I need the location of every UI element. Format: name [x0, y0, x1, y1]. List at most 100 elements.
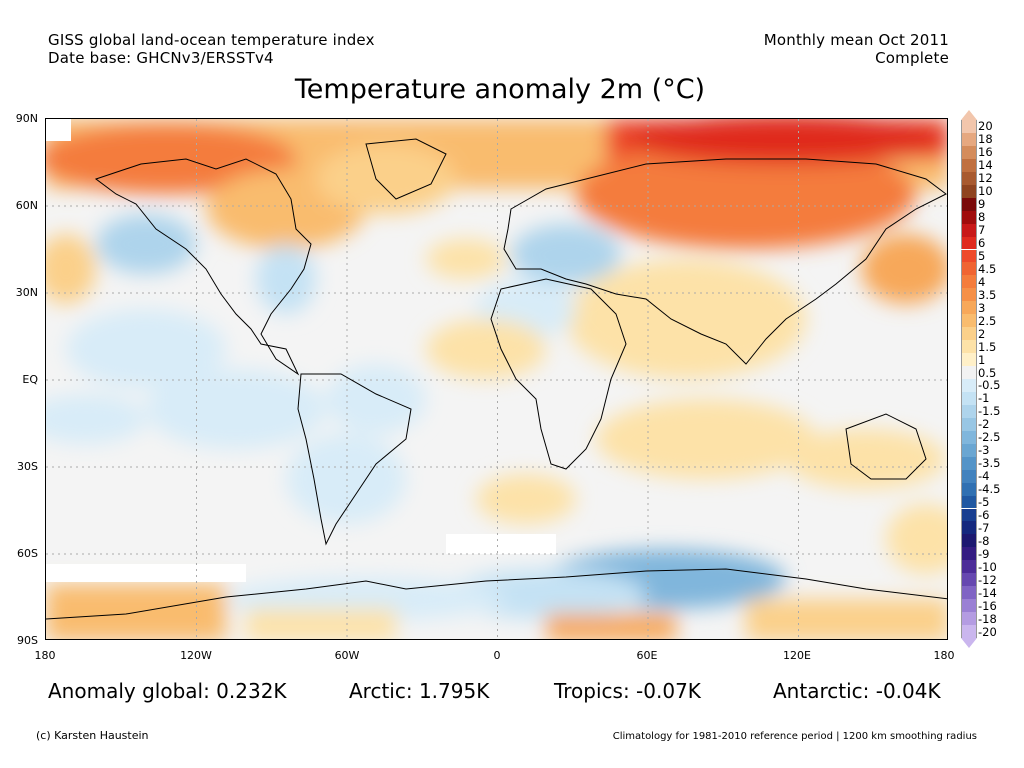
- colorbar-tick-label: 10: [978, 184, 993, 199]
- colorbar-segment: [961, 625, 977, 638]
- colorbar-segment: [961, 469, 977, 483]
- colorbar-segment: [961, 262, 977, 276]
- lat-label-60s: 60S: [17, 547, 38, 560]
- header-right: Monthly mean Oct 2011 Complete: [764, 31, 949, 67]
- period-label: Monthly mean Oct 2011: [763, 31, 949, 49]
- map-title: Temperature anomaly 2m (°C): [294, 74, 706, 105]
- lat-label-90n: 90N: [15, 112, 38, 125]
- colorbar-tick-label: 14: [978, 158, 993, 173]
- climatology-note: Climatology for 1981-2010 reference peri…: [612, 731, 977, 742]
- colorbar-tick-label: 1: [978, 352, 986, 367]
- colorbar-tick-label: 12: [978, 171, 993, 186]
- colorbar-tick-label: -9: [978, 546, 990, 561]
- colorbar-segment: [961, 379, 977, 392]
- colorbar-segment: [961, 210, 977, 224]
- colorbar-tick-label: -1: [978, 391, 990, 406]
- colorbar-top-arrow: [961, 110, 977, 120]
- anomaly-global: Anomaly global: 0.232K: [48, 679, 287, 703]
- colorbar-tick-label: -14: [978, 585, 997, 600]
- lon-label-120e: 120E: [783, 649, 811, 662]
- completeness-label: Complete: [875, 49, 949, 67]
- colorbar-segment: [961, 223, 977, 237]
- colorbar-segment: [961, 482, 977, 496]
- colorbar-segment: [961, 366, 977, 379]
- credit: (c) Karsten Haustein: [36, 729, 149, 742]
- colorbar-segment: [961, 340, 977, 354]
- colorbar-tick-label: 7: [978, 223, 986, 238]
- colorbar-tick-label: 2.5: [978, 313, 997, 328]
- colorbar-tick-label: 6: [978, 236, 986, 251]
- lon-label-60w: 60W: [334, 649, 360, 662]
- colorbar-tick-label: 16: [978, 145, 993, 160]
- colorbar-segment: [961, 236, 977, 250]
- colorbar-segment: [961, 547, 977, 561]
- anomaly-tropics: Tropics: -0.07K: [554, 679, 701, 703]
- colorbar-segment: [961, 508, 977, 522]
- colorbar-tick-label: 3.5: [978, 287, 997, 302]
- colorbar-tick-label: 20: [978, 119, 993, 134]
- lon-label-0: 0: [493, 649, 501, 662]
- colorbar-tick-label: -8: [978, 533, 990, 548]
- anomaly-antarctic: Antarctic: -0.04K: [773, 679, 941, 703]
- colorbar-segment: [961, 249, 977, 263]
- colorbar-segment: [961, 120, 977, 133]
- colorbar-segment: [961, 521, 977, 535]
- colorbar-segment: [961, 288, 977, 302]
- colorbar-segment: [961, 275, 977, 289]
- colorbar-segment: [961, 573, 977, 587]
- colorbar-tick-label: -3: [978, 443, 990, 458]
- colorbar-tick-label: -2.5: [978, 430, 1001, 445]
- colorbar-segment: [961, 158, 977, 172]
- colorbar-segment: [961, 301, 977, 315]
- colorbar-segment: [961, 417, 977, 431]
- colorbar-tick-label: 18: [978, 132, 993, 147]
- colorbar-segment: [961, 132, 977, 146]
- colorbar-tick-label: -0.5: [978, 378, 1001, 393]
- colorbar-segment: [961, 586, 977, 600]
- colorbar-segment: [961, 599, 977, 613]
- colorbar-tick-label: 9: [978, 197, 986, 212]
- colorbar-tick-label: -7: [978, 520, 990, 535]
- lon-label-180w: 180: [34, 649, 56, 662]
- colorbar-segment: [961, 314, 977, 328]
- colorbar-tick-label: 4.5: [978, 261, 997, 276]
- anomaly-arctic: Arctic: 1.795K: [349, 679, 490, 703]
- colorbar-segment: [961, 560, 977, 574]
- colorbar-tick-label: -20: [978, 624, 997, 639]
- data-base-label: Date base: GHCNv3/ERSSTv4: [48, 49, 274, 67]
- lon-label-60e: 60E: [636, 649, 658, 662]
- lon-label-180e: 180: [933, 649, 955, 662]
- colorbar-segment: [961, 495, 977, 509]
- anomaly-map: [45, 118, 948, 640]
- colorbar-tick-label: -5: [978, 495, 990, 510]
- colorbar-tick-label: 0.5: [978, 365, 997, 380]
- colorbar-segment: [961, 327, 977, 341]
- colorbar-tick-label: 1.5: [978, 339, 997, 354]
- colorbar-segment: [961, 534, 977, 548]
- colorbar-tick-label: -1.5: [978, 404, 1001, 419]
- colorbar-segment: [961, 612, 977, 626]
- colorbar-segment: [961, 184, 977, 198]
- colorbar-tick-label: -3.5: [978, 456, 1001, 471]
- anomaly-field: [46, 119, 947, 639]
- lat-label-eq: EQ: [22, 373, 38, 386]
- colorbar-tick-label: 2: [978, 326, 986, 341]
- colorbar-tick-label: -16: [978, 598, 997, 613]
- colorbar-segment: [961, 443, 977, 457]
- colorbar-segment: [961, 353, 977, 367]
- lat-label-90s: 90S: [17, 634, 38, 647]
- colorbar-segment: [961, 197, 977, 211]
- colorbar-segment: [961, 430, 977, 444]
- colorbar-tick-label: 8: [978, 210, 986, 225]
- colorbar-segment: [961, 391, 977, 405]
- dataset-title: GISS global land-ocean temperature index: [48, 31, 375, 49]
- colorbar-tick-label: 3: [978, 300, 986, 315]
- colorbar-tick-label: 5: [978, 248, 986, 263]
- colorbar-segment: [961, 171, 977, 185]
- lat-label-30s: 30S: [17, 460, 38, 473]
- colorbar-segment: [961, 456, 977, 470]
- colorbar-tick-label: -10: [978, 559, 997, 574]
- colorbar-segment: [961, 404, 977, 418]
- colorbar-segment: [961, 145, 977, 159]
- lat-label-30n: 30N: [15, 286, 38, 299]
